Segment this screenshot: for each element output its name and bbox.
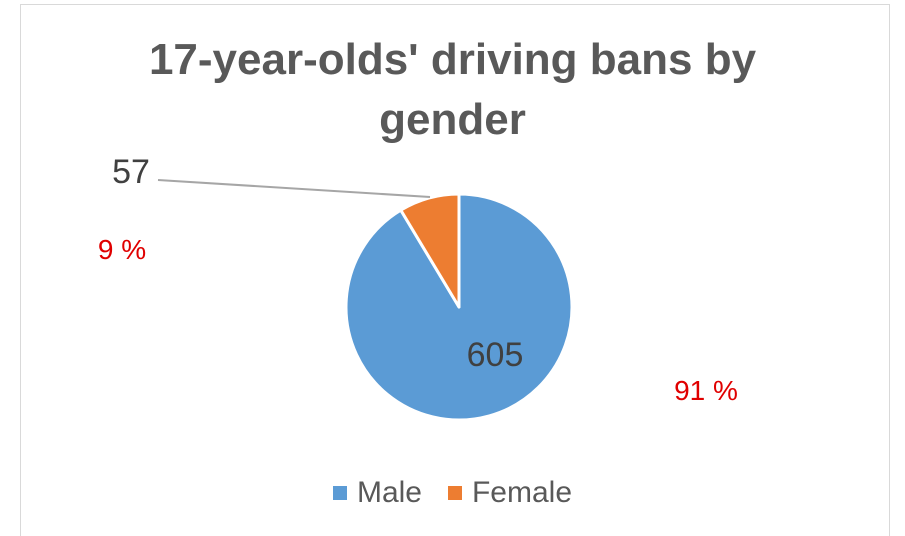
pie-slices bbox=[344, 192, 574, 422]
male-percent-label: 91 % bbox=[674, 375, 738, 406]
legend-label-male: Male bbox=[356, 476, 422, 509]
legend-item-female: Female bbox=[447, 476, 573, 510]
pie-slice-female bbox=[399, 192, 461, 309]
legend-item-male: Male bbox=[332, 476, 422, 510]
male-value-label: 605 bbox=[467, 336, 524, 374]
legend-swatch-male bbox=[332, 486, 347, 500]
legend-swatch-female bbox=[447, 486, 462, 500]
female-leader-line bbox=[157, 179, 431, 198]
legend: Male Female bbox=[0, 476, 905, 510]
female-value-label: 57 bbox=[112, 153, 150, 191]
chart-title-line-1: 17-year-olds' driving bans by bbox=[148, 35, 757, 84]
female-percent-label: 9 % bbox=[98, 234, 146, 265]
chart-title: 17-year-olds' driving bans by gender bbox=[0, 30, 905, 150]
legend-label-female: Female bbox=[471, 476, 573, 509]
chart-title-line-2: gender bbox=[379, 95, 526, 144]
